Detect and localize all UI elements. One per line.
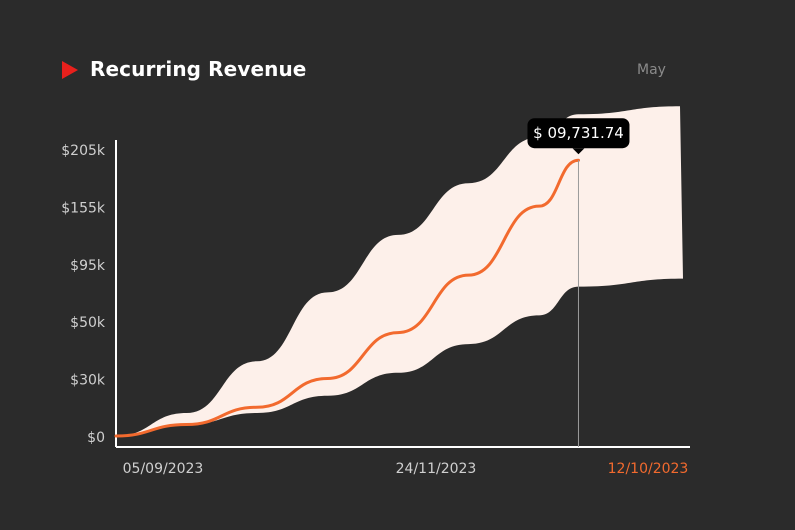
- y-tick-label: $50k: [70, 315, 106, 331]
- tooltip-box: [527, 118, 630, 149]
- x-tick-label: 05/09/2023: [123, 461, 204, 477]
- card-title: Recurring Revenue: [90, 57, 307, 81]
- tooltip-pointer: [572, 148, 585, 155]
- tooltip-value: $ 09,731.74: [533, 124, 624, 142]
- revenue-line: [114, 158, 580, 438]
- y-tick-label: $0: [87, 430, 105, 446]
- play-icon: [62, 61, 78, 79]
- confidence-band: [116, 106, 683, 436]
- y-tick-label: $30k: [70, 373, 106, 389]
- period-selector[interactable]: May: [637, 62, 666, 78]
- y-tick-label: $155k: [61, 200, 106, 216]
- y-tick-label: $205k: [61, 143, 106, 159]
- y-tick-label: $95k: [70, 258, 106, 274]
- x-tick-label: 24/11/2023: [396, 461, 477, 477]
- x-tick-label: 12/10/2023: [608, 461, 689, 477]
